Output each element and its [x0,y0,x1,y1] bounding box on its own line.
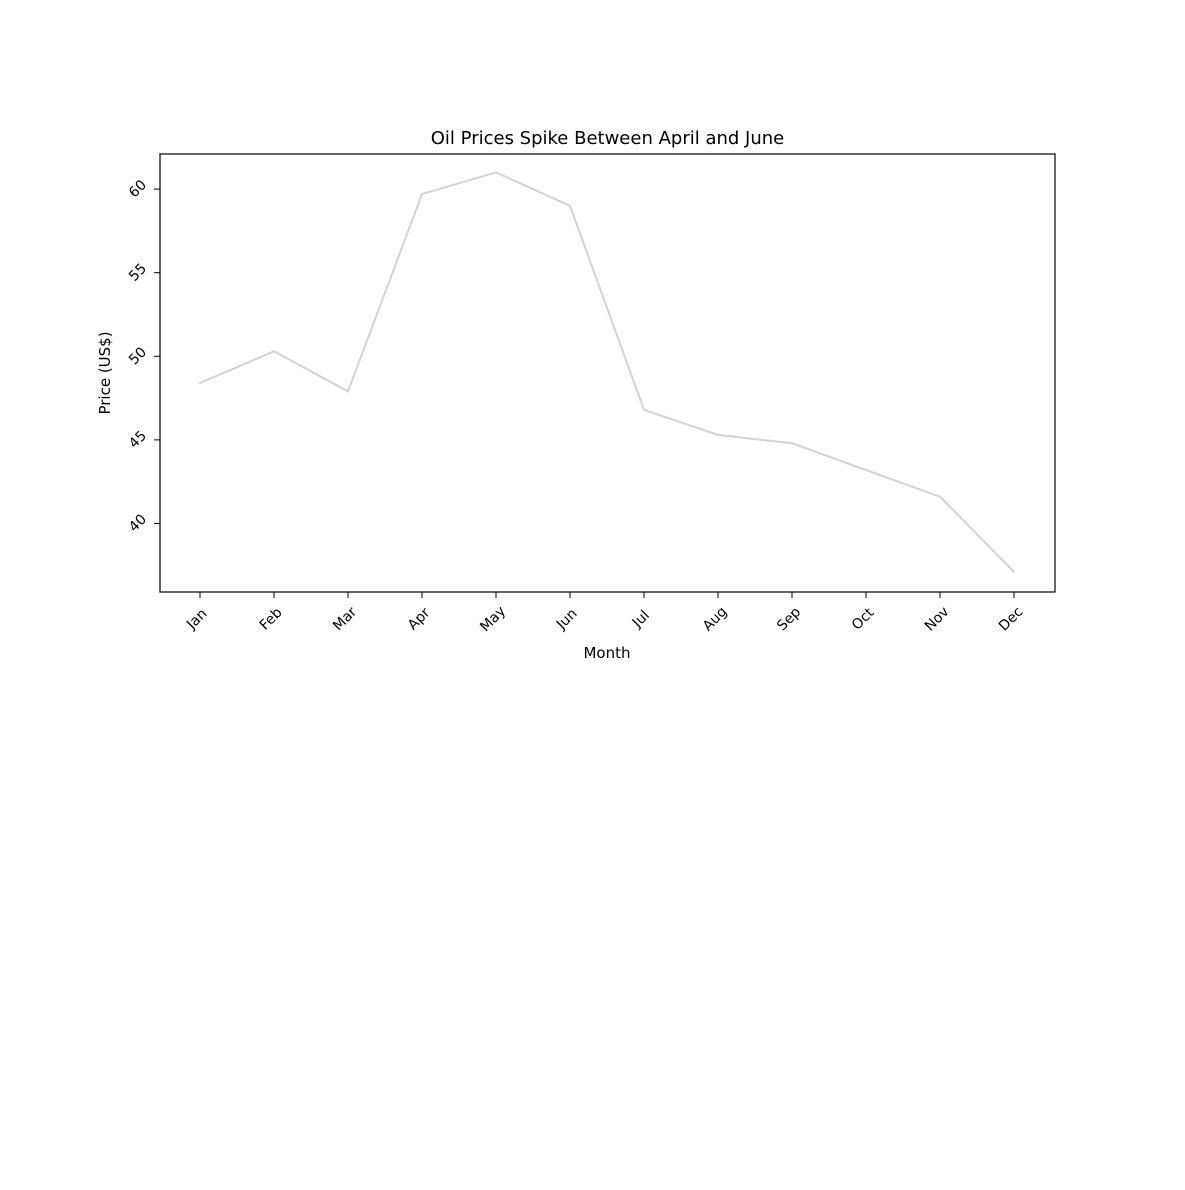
series-layer [199,171,1015,573]
x-tick-label: Dec [996,604,1026,634]
x-tick-label: Jun [553,606,580,633]
x-tick-label: May [477,603,509,635]
y-tick-label: 45 [126,428,150,452]
x-axis-label: Month [583,644,630,662]
y-tick-label: 55 [126,261,150,285]
series-line-0 [199,171,1015,573]
x-tick-label: Feb [257,605,286,634]
x-tick-label: Jan [183,606,210,633]
y-tick-label: 50 [126,344,150,368]
x-tick-label: Nov [922,604,953,635]
x-axis-ticks: Jan Feb Mar Apr May Jun Jul Aug Sep Oct Nov Dec [183,592,1026,635]
y-tick-label: 60 [126,177,150,201]
y-tick-label: 40 [126,511,150,535]
plot-area [159,153,1056,593]
chart-title: Oil Prices Spike Between April and June [431,128,784,149]
x-tick-label: Jul [629,608,653,632]
y-axis-label: Price (US$) [96,331,114,414]
x-tick-label: Sep [774,604,804,634]
x-tick-label: Mar [330,604,360,634]
x-tick-label: Apr [405,605,434,634]
y-axis-ticks: 40 45 50 55 60 [126,177,160,535]
x-tick-label: Aug [700,604,731,635]
x-tick-label: Oct [849,605,878,634]
